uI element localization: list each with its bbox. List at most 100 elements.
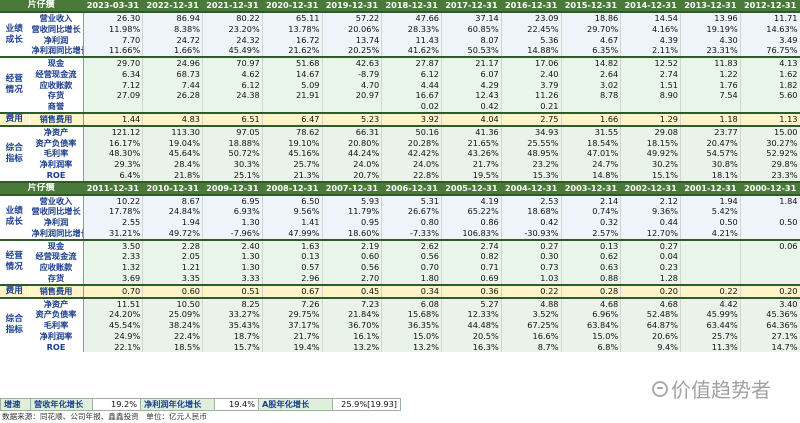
table-cell: 1.18 xyxy=(680,111,741,126)
table-cell: 7.23 xyxy=(322,296,383,310)
table-cell: 30.3% xyxy=(202,159,263,170)
table-cell: 24.32 xyxy=(202,34,263,46)
table-cell: -8.79 xyxy=(322,68,383,80)
table-cell: 1.94 xyxy=(680,193,741,207)
table-cell: 2.64 xyxy=(561,68,622,80)
table-cell: 1.32 xyxy=(83,262,144,273)
table-cell: 16.17% xyxy=(83,137,144,149)
row-label: 净利润同比增长 xyxy=(29,227,84,240)
table-cell: 1.44 xyxy=(83,111,144,126)
table-cell: 0.50 xyxy=(740,217,800,228)
table-cell: 6.4% xyxy=(83,169,144,182)
table-row: 经营现金流 2.33 2.05 1.30 0.13 0.60 0.56 0.82 0.30 0.6… xyxy=(0,251,800,262)
table-cell: 23.77 xyxy=(680,124,741,138)
table-cell: 11.66% xyxy=(83,45,144,57)
table-cell: 45.99% xyxy=(680,309,741,320)
table-cell: 22.45% xyxy=(501,23,562,35)
table-cell: 42.63 xyxy=(322,56,383,69)
table-cell: 0.80 xyxy=(381,217,442,228)
table-cell: 17.78% xyxy=(83,206,144,217)
row-label: 商誉 xyxy=(29,101,84,113)
table-cell: 11.43 xyxy=(381,34,442,46)
table-cell: 15.0% xyxy=(381,330,442,342)
table-cell: 0.20 xyxy=(740,283,800,298)
table-cell: -7.96% xyxy=(202,227,263,240)
table-cell: 4.70 xyxy=(322,79,383,91)
table-cell: 10.50 xyxy=(142,296,203,310)
table-row: 净利润同比增长11.66%1.66%45.49%21.62%20.25%41.6… xyxy=(0,45,800,57)
table-cell: 16.67 xyxy=(381,90,442,101)
table-cell: 35.43% xyxy=(202,320,263,331)
table-cell: 25.55% xyxy=(501,137,562,149)
table-cell: 23.09 xyxy=(501,11,562,24)
table-cell: 6.50 xyxy=(262,193,323,207)
table-cell: 24.96 xyxy=(142,56,203,69)
table-cell: 25.09% xyxy=(142,309,203,320)
table-cell: 0.56 xyxy=(322,262,383,273)
table-cell: 8.90 xyxy=(620,90,681,101)
net-profit-cagr-label: 净利润年化增长 xyxy=(140,398,215,411)
table-cell: 15.68% xyxy=(381,309,442,320)
row-label: 经营现金流 xyxy=(29,251,84,262)
period-date: 2003-12-31 xyxy=(561,180,622,195)
section-group-label: 费用 xyxy=(0,111,30,126)
table-cell: 5.42% xyxy=(680,206,741,217)
table-cell: 37.17% xyxy=(262,320,323,331)
table-cell: 25.7% xyxy=(262,159,323,170)
table-cell: 4.42 xyxy=(680,296,741,310)
table-cell: 49.72% xyxy=(142,227,203,240)
table-cell: 25.7% xyxy=(680,330,741,342)
table-cell: 2.62 xyxy=(381,238,442,252)
table-cell: 0.13 xyxy=(561,238,622,252)
table-row: 净利润 2.55 1.94 1.30 1.41 0.95 0.80 0.86 0.42 0.32 0… xyxy=(0,217,800,228)
table-cell: 47.01% xyxy=(561,148,622,159)
table-cell: 15.00 xyxy=(740,124,800,138)
table-cell: 19.04% xyxy=(142,137,203,149)
table-cell: 2.96 xyxy=(262,272,323,285)
table-cell: 13.74 xyxy=(322,34,383,46)
table-cell: 1.41 xyxy=(262,217,323,228)
table-cell: 28.33% xyxy=(381,23,442,35)
table-cell: 6.95 xyxy=(202,193,263,207)
table-cell: 6.12 xyxy=(381,68,442,80)
table-row: 净利润 7.70 24.72 24.32 16.72 13.74 11.43 8.07 5.36… xyxy=(0,34,800,46)
table-cell: 42.42% xyxy=(381,148,442,159)
table-cell: 5.23 xyxy=(322,111,383,126)
table-cell: 1.29 xyxy=(620,111,681,126)
header-row: 片仔癀 2011-12-31 2010-12-31 2009-12-31 2008-12… xyxy=(0,180,800,195)
table-cell: 52.48% xyxy=(620,309,681,320)
wechat-icon xyxy=(652,380,668,397)
row-label: ROE xyxy=(29,169,84,182)
table-cell: 7.54 xyxy=(680,90,741,101)
table-cell: 1.28 xyxy=(620,272,681,285)
table-cell: 0.63 xyxy=(561,262,622,273)
row-label: 净资产 xyxy=(29,124,84,138)
table-cell xyxy=(740,262,800,273)
table-cell: 106.83% xyxy=(441,227,502,240)
table-cell: 45.64% xyxy=(142,148,203,159)
table-cell: 48.95% xyxy=(501,148,562,159)
table-cell: 7.12 xyxy=(83,79,144,91)
table-cell: 6.07 xyxy=(441,68,502,80)
table-cell xyxy=(680,238,741,252)
table-row: 营收同比增长 11.98% 8.38% 23.20% 13.78% 20.06% 28.33… xyxy=(0,23,800,35)
table-cell: 76.75% xyxy=(740,45,800,57)
table-cell: 60.85% xyxy=(441,23,502,35)
table-cell: 3.52% xyxy=(501,309,562,320)
table-cell: 34.93 xyxy=(501,124,562,138)
table-cell: 0.56 xyxy=(381,251,442,262)
period-date: 2010-12-31 xyxy=(142,180,203,195)
table-cell: 1.80 xyxy=(381,272,442,285)
table-cell: 21.62% xyxy=(262,45,323,57)
table-row: 资产负债率 16.17% 19.04% 18.88% 19.10% 20.80% 20.28… xyxy=(0,137,800,149)
table-cell: 1.76 xyxy=(680,79,741,91)
table-cell xyxy=(740,227,800,240)
section-group-label: 业绩成长 xyxy=(0,193,30,240)
table-cell: 19.10% xyxy=(262,137,323,149)
financial-table: 片仔癀 2023-03-31 2022-12-31 2021-12-31 2020-12… xyxy=(0,0,800,353)
table-cell: 0.22 xyxy=(680,283,741,298)
row-label: 净资产 xyxy=(29,296,84,310)
table-cell: 5.31 xyxy=(381,193,442,207)
table-cell: 0.02 xyxy=(381,101,442,113)
table-cell: 8.07 xyxy=(441,34,502,46)
